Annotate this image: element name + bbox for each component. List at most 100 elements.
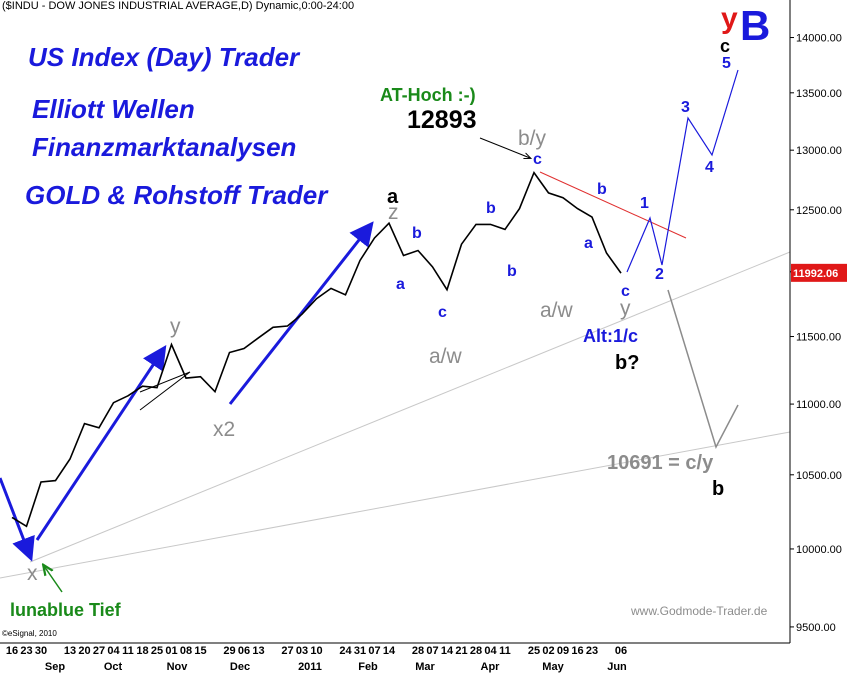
x-tick-label: 07 — [368, 645, 380, 657]
x-group-label: Dec — [230, 661, 250, 673]
x-group-label: 2011 — [298, 661, 322, 673]
wave-label: 1 — [640, 195, 649, 212]
x-tick-label: 02 — [542, 645, 554, 657]
trendline — [29, 251, 791, 563]
arrow — [0, 477, 35, 562]
wave-label: b — [597, 181, 607, 198]
wave-label: a — [396, 276, 405, 293]
y-tick-label: 14000.00 — [796, 33, 842, 45]
wave-label: x — [27, 562, 38, 585]
wave-label: 2 — [655, 266, 664, 283]
x-tick-label: 23 — [586, 645, 598, 657]
title: Finanzmarktanalysen — [32, 132, 296, 162]
annotation: b? — [615, 352, 639, 374]
last-price-label: 11992.06 — [793, 268, 838, 280]
x-group-label: Jun — [607, 661, 627, 673]
x-group-label: May — [542, 661, 564, 673]
x-tick-label: 06 — [615, 645, 627, 657]
arrow — [44, 566, 63, 593]
x-tick-label: 29 — [223, 645, 235, 657]
x-tick-label: 07 — [426, 645, 438, 657]
x-tick-label: 21 — [455, 645, 467, 657]
x-tick-label: 14 — [383, 645, 396, 657]
wave-label: b — [507, 263, 517, 280]
y-tick-label: 10000.00 — [796, 544, 842, 556]
wave-label: z — [388, 201, 399, 224]
wave-label: y — [721, 2, 738, 35]
wave-label: b — [712, 478, 724, 500]
projection — [626, 69, 739, 273]
trendline — [539, 171, 687, 239]
wave-label: a/w — [540, 299, 574, 322]
x-tick-label: 13 — [252, 645, 264, 657]
last-price-box — [791, 263, 847, 282]
x-tick-label: 06 — [238, 645, 250, 657]
wave-label: B — [740, 2, 770, 49]
wave-label: c — [621, 283, 630, 300]
wave-label: 5 — [722, 55, 731, 72]
x-tick-label: 16 — [6, 645, 18, 657]
x-tick-label: 16 — [571, 645, 583, 657]
x-tick-label: 28 — [470, 645, 482, 657]
arrow — [479, 137, 530, 158]
wave-label: a — [387, 186, 399, 208]
x-tick-label: 08 — [180, 645, 192, 657]
x-tick-label: 28 — [412, 645, 424, 657]
x-tick-label: 27 — [281, 645, 293, 657]
wave-label: c — [533, 151, 542, 168]
watermark: www.Godmode-Trader.de — [630, 604, 768, 618]
x-tick-label: 31 — [354, 645, 366, 657]
x-tick-label: 04 — [484, 645, 497, 657]
x-group-label: Mar — [415, 661, 435, 673]
x-tick-label: 15 — [194, 645, 206, 657]
x-tick-label: 10 — [310, 645, 322, 657]
title: US Index (Day) Trader — [28, 42, 301, 72]
y-tick-label: 10500.00 — [796, 470, 842, 482]
title: GOLD & Rohstoff Trader — [25, 180, 329, 210]
x-tick-label: 20 — [78, 645, 90, 657]
wave-label: b/y — [518, 127, 547, 150]
x-group-label: Sep — [45, 661, 65, 673]
copyright: ©eSignal, 2010 — [2, 629, 57, 638]
y-tick-label: 9500.00 — [796, 622, 836, 634]
wave-label: a — [584, 235, 593, 252]
projection — [667, 289, 739, 449]
wave-label: y — [620, 297, 631, 320]
x-group-label: Oct — [104, 661, 123, 673]
arrow — [35, 344, 167, 541]
annotations: ($INDU - DOW JONES INDUSTRIAL AVERAGE,D)… — [2, 0, 770, 638]
x-tick-label: 24 — [339, 645, 352, 657]
x-tick-label: 25 — [151, 645, 163, 657]
wave-label: b — [486, 200, 496, 217]
title: Elliott Wellen — [32, 94, 195, 124]
price-line — [11, 170, 622, 528]
wave-label: x2 — [213, 418, 235, 441]
x-tick-label: 23 — [20, 645, 32, 657]
wave-label: c — [438, 304, 447, 321]
x-group-label: Feb — [358, 661, 378, 673]
wave-label: 4 — [705, 159, 714, 176]
y-tick-label: 11000.00 — [796, 399, 841, 411]
x-tick-label: 27 — [93, 645, 105, 657]
x-tick-label: 01 — [165, 645, 177, 657]
x-tick-label: 03 — [296, 645, 308, 657]
x-tick-label: 04 — [107, 645, 120, 657]
x-tick-label: 25 — [528, 645, 540, 657]
wave-label: y — [170, 315, 181, 338]
x-tick-label: 11 — [122, 645, 134, 657]
wave-label: c — [720, 36, 730, 56]
wave-label: 3 — [681, 99, 690, 116]
annotation: AT-Hoch :-) — [380, 85, 476, 105]
x-tick-label: 18 — [136, 645, 148, 657]
y-tick-label: 11500.00 — [796, 332, 841, 344]
annotation: 10691 = c/y — [607, 452, 714, 474]
annotation: 12893 — [407, 106, 477, 134]
y-tick-label: 13500.00 — [796, 88, 842, 100]
x-tick-label: 09 — [557, 645, 569, 657]
annotation: lunablue Tief — [10, 600, 122, 620]
trendline — [0, 431, 791, 579]
triangle — [139, 371, 191, 411]
y-tick-label: 13000.00 — [796, 145, 842, 157]
x-tick-label: 11 — [499, 645, 511, 657]
